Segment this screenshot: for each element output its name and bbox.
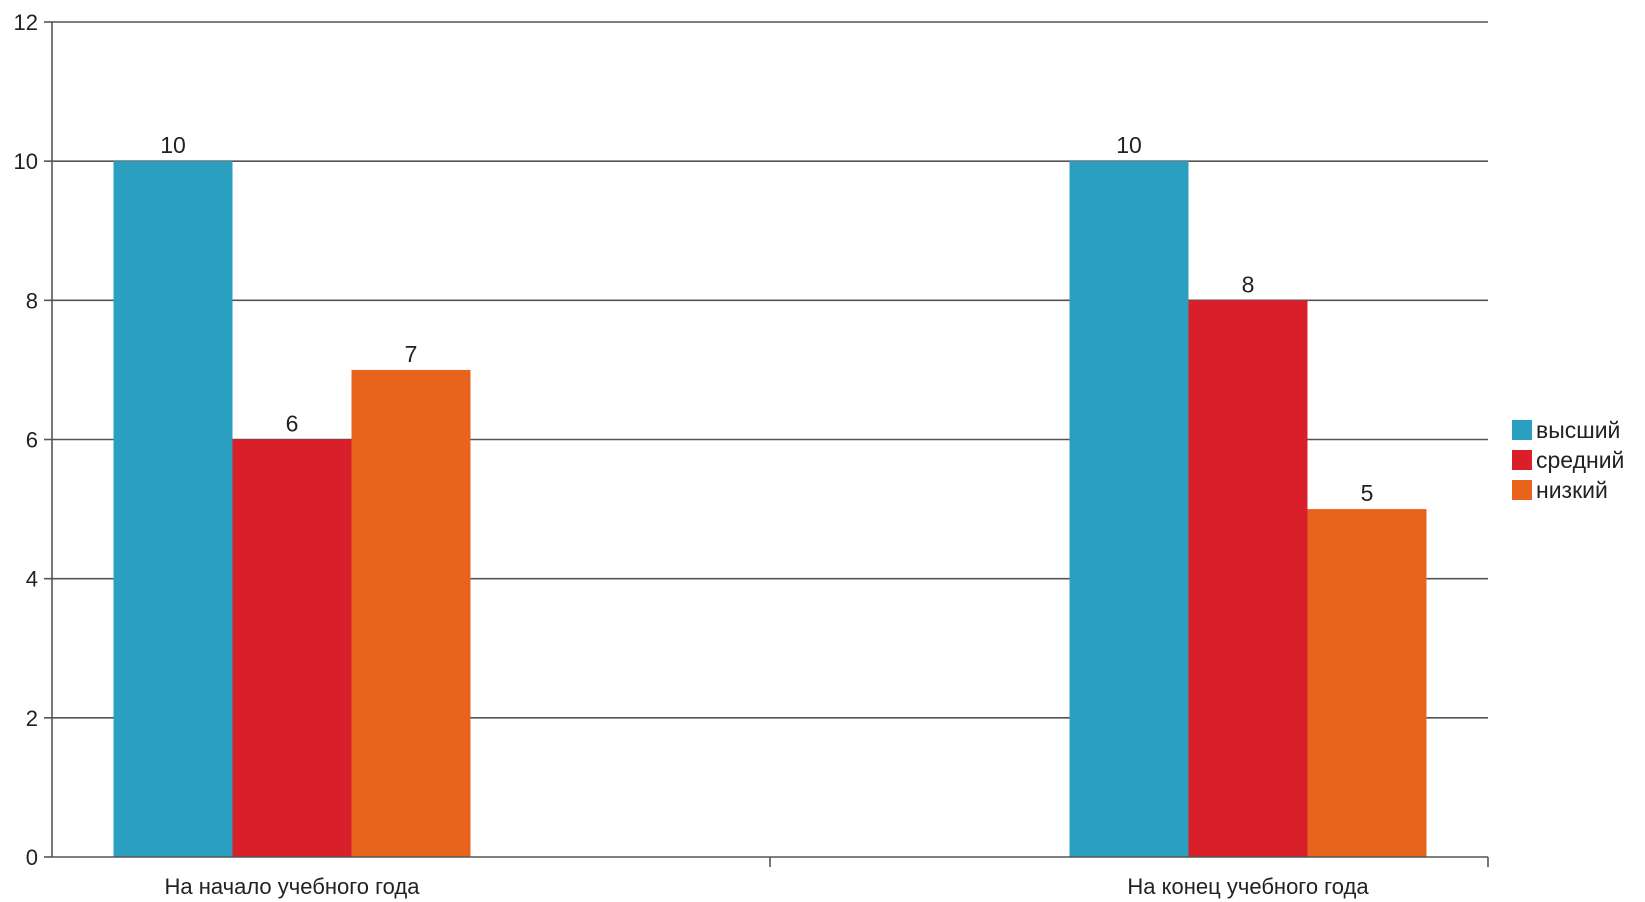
bar-высший	[1069, 161, 1189, 857]
data-label: 5	[1361, 480, 1374, 506]
data-labels: 10 6 7 10 8 5	[160, 132, 1373, 506]
legend-label: низкий	[1536, 477, 1608, 503]
legend-swatch	[1512, 420, 1532, 440]
y-tick-label: 6	[26, 428, 38, 453]
data-label: 10	[160, 132, 186, 158]
bar-низкий	[1307, 509, 1427, 857]
bars	[113, 161, 1427, 857]
legend-swatch	[1512, 480, 1532, 500]
y-tick-label: 4	[26, 567, 38, 592]
x-tick-label: На конец учебного года	[1127, 874, 1369, 899]
legend-swatch	[1512, 450, 1532, 470]
y-tick-label: 2	[26, 706, 38, 731]
data-label: 10	[1116, 132, 1142, 158]
bar-средний	[1188, 300, 1308, 857]
y-tick-label: 12	[14, 10, 38, 35]
legend-label: высший	[1536, 417, 1620, 443]
bar-низкий	[351, 369, 471, 857]
x-tick-label: На начало учебного года	[165, 874, 421, 899]
bar-средний	[232, 439, 352, 857]
legend: высший средний низкий	[1512, 417, 1624, 503]
data-label: 6	[286, 411, 299, 437]
y-tick-label: 0	[26, 845, 38, 870]
axes: 0 2 4 6 8 10 12 На начало учебного года На конец…	[14, 10, 1489, 899]
y-tick-label: 8	[26, 288, 38, 313]
y-tick-label: 10	[14, 149, 38, 174]
legend-label: средний	[1536, 447, 1624, 473]
data-label: 7	[405, 341, 418, 367]
data-label: 8	[1242, 271, 1255, 297]
bar-высший	[113, 161, 233, 857]
